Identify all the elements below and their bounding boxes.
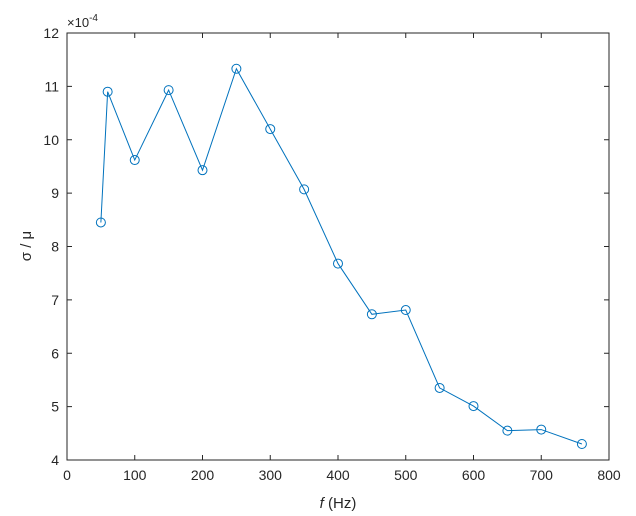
x-tick-label: 800 [597, 467, 621, 483]
y-tick-label: 12 [43, 25, 59, 41]
y-tick-label: 9 [51, 185, 59, 201]
x-tick-labels: 0 100 200 300 400 500 600 700 800 [63, 467, 621, 483]
data-point [102, 86, 113, 97]
y-tick-label: 10 [43, 132, 59, 148]
data-point [502, 425, 513, 436]
y-exponent-label: ×10-4 [67, 13, 98, 30]
y-tick-label: 11 [44, 78, 59, 94]
data-point [333, 258, 343, 269]
y-tick-label: 5 [51, 399, 59, 415]
data-point [299, 184, 310, 195]
y-tick-label: 6 [51, 345, 59, 361]
x-tick-label: 200 [191, 467, 215, 483]
data-point [400, 305, 411, 316]
series-line [100, 67, 583, 445]
y-axis-label: σ / μ [18, 231, 35, 261]
data-point [536, 424, 547, 435]
axes-box [66, 32, 610, 461]
y-tick-label: 4 [51, 452, 59, 468]
x-tick-label: 500 [394, 467, 418, 483]
data-point [231, 63, 242, 74]
y-tick-label: 7 [51, 292, 59, 308]
x-tick-label: 600 [462, 467, 486, 483]
x-tick-label: 300 [259, 467, 283, 483]
series-markers [95, 63, 587, 449]
y-tick-labels: 4 5 6 7 8 9 10 11 12 [43, 25, 59, 468]
data-point [265, 124, 276, 135]
data-point [163, 85, 174, 96]
data-point [366, 309, 377, 320]
plot-area [67, 33, 609, 460]
data-point [576, 438, 587, 449]
data-point [129, 155, 140, 166]
data-point [95, 217, 106, 228]
x-axis-label: f (Hz) [320, 495, 357, 512]
x-tick-label: 400 [326, 467, 350, 483]
y-tick-label: 8 [51, 239, 59, 255]
x-tick-label: 0 [63, 467, 71, 483]
data-point [434, 382, 445, 393]
x-tick-label: 100 [123, 467, 147, 483]
data-point [197, 165, 208, 176]
x-tick-label: 700 [530, 467, 554, 483]
data-point [468, 401, 479, 412]
